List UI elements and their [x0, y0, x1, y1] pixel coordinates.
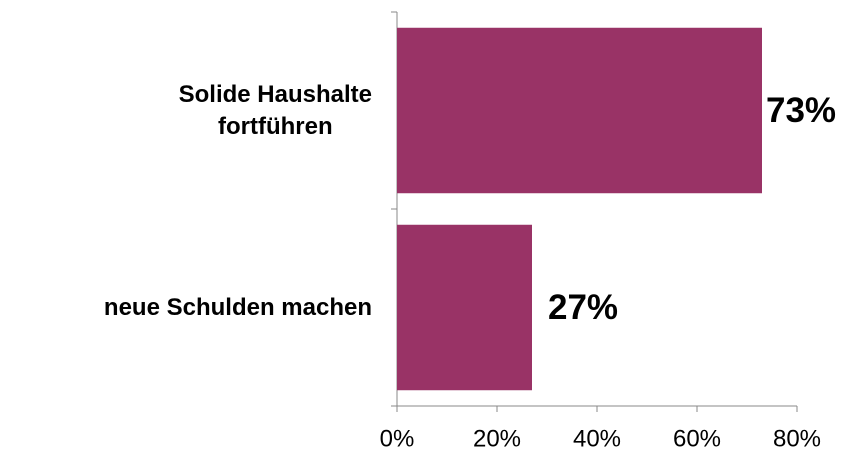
value-label: 27% [548, 288, 618, 327]
x-tick-label: 20% [473, 425, 521, 452]
bar [397, 27, 762, 194]
category-label: neue Schulden machen [103, 293, 372, 321]
x-tick-label: 80% [773, 425, 821, 452]
bar [397, 224, 532, 391]
x-tick-label: 60% [673, 425, 721, 452]
x-tick-label: 40% [573, 425, 621, 452]
x-tick-label: 0% [380, 425, 415, 452]
category-label: Solide Haushalte fortführen [178, 80, 372, 140]
value-label: 73% [766, 91, 836, 130]
